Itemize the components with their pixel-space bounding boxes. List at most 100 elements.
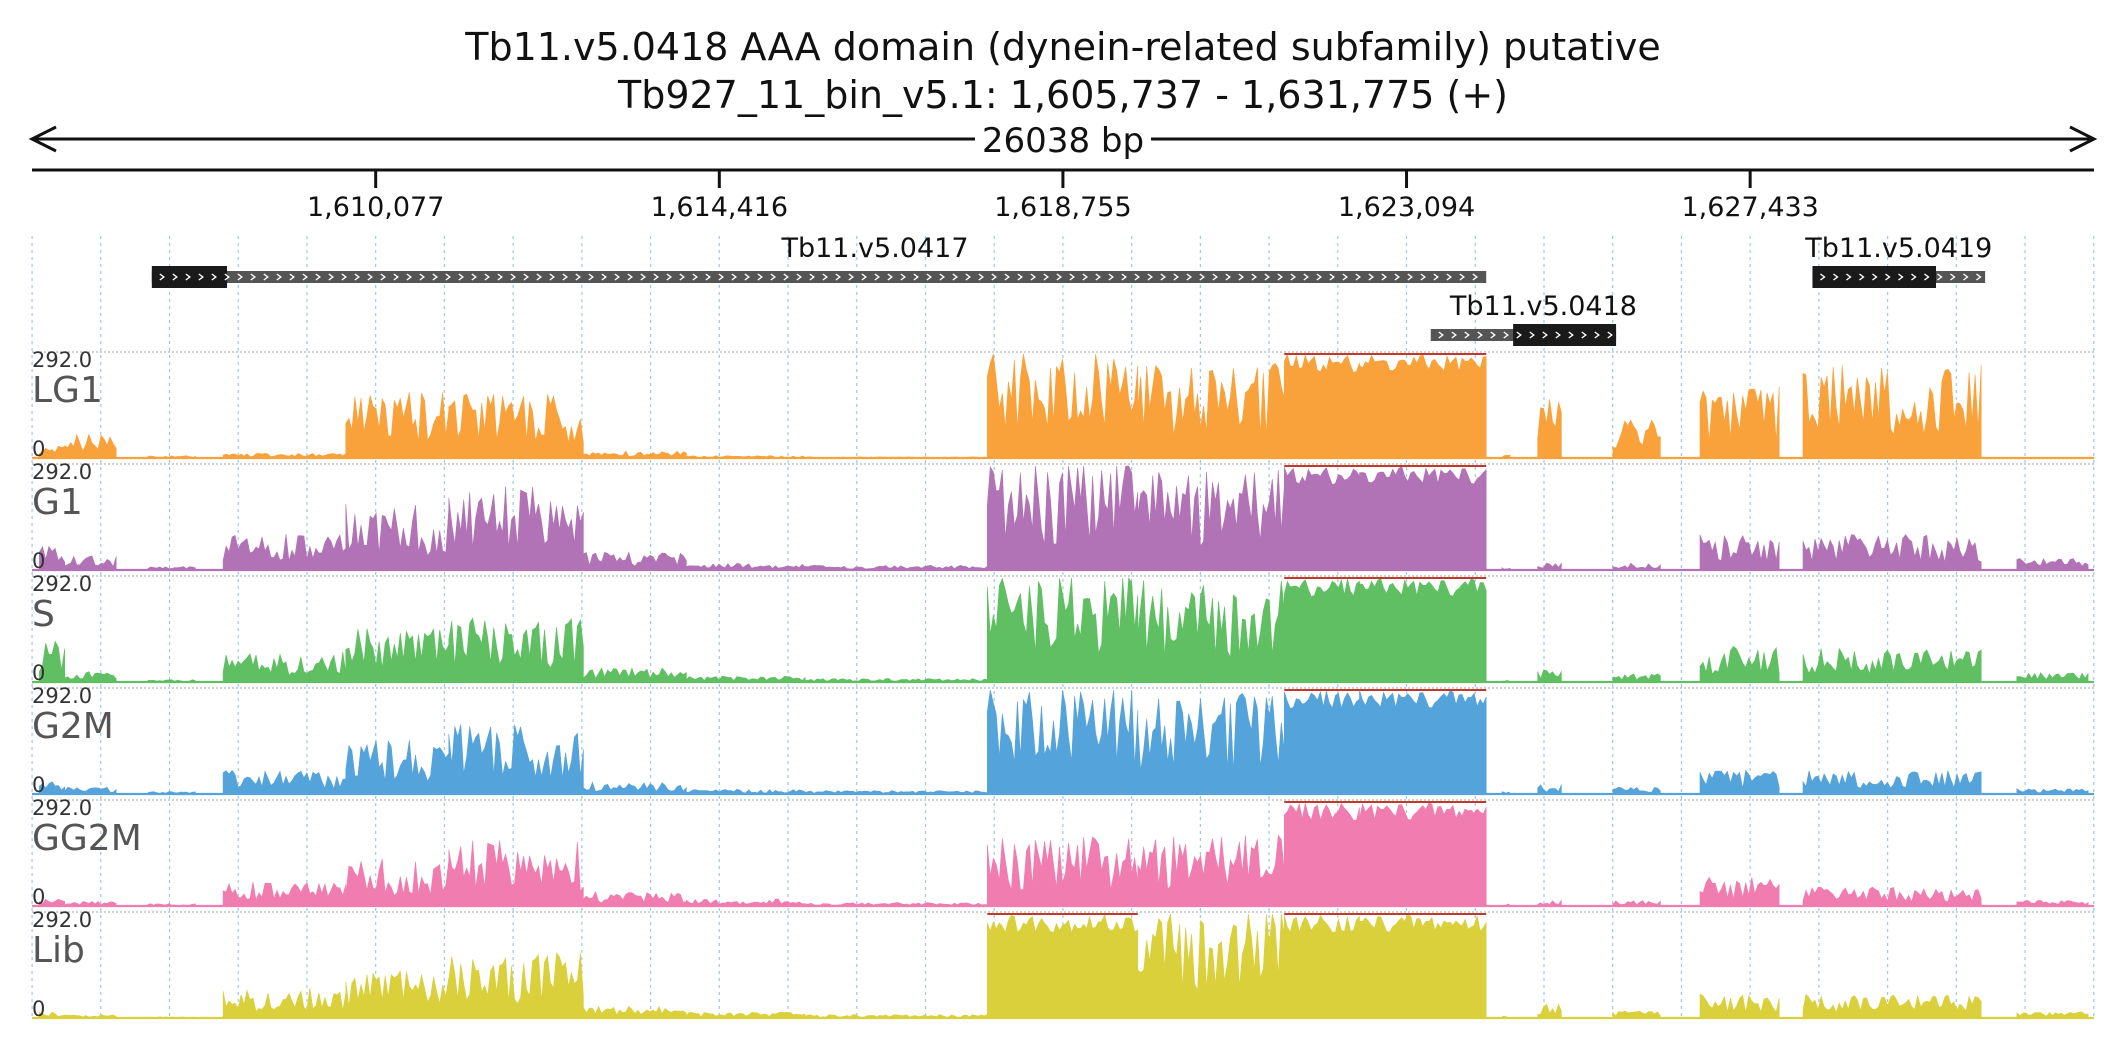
coverage-area — [2016, 672, 2089, 683]
strand-chevron-icon — [1820, 273, 1826, 281]
strand-chevron-icon — [939, 273, 945, 281]
strand-chevron-icon — [705, 273, 711, 281]
coverage-area — [1284, 914, 1360, 1019]
y-min-label: 0 — [32, 437, 45, 461]
strand-chevron-icon — [1251, 273, 1257, 281]
strand-chevron-icon — [1420, 273, 1426, 281]
y-max-label: 292.0 — [32, 572, 92, 596]
strand-chevron-icon — [1859, 273, 1865, 281]
coverage-area — [987, 836, 1139, 907]
coverage-area — [1501, 791, 1511, 795]
coverage-area — [804, 456, 988, 459]
coverage-area — [64, 433, 117, 459]
strand-chevron-icon — [419, 273, 425, 281]
coverage-area — [1537, 1003, 1562, 1019]
strand-chevron-icon — [601, 273, 607, 281]
x-tick-label-0: 1,610,077 — [307, 192, 444, 223]
coverage-area — [222, 534, 347, 571]
coverage-area — [1699, 386, 1780, 459]
strand-chevron-icon — [900, 273, 906, 281]
coverage-area — [1501, 1015, 1511, 1019]
strand-chevron-icon — [1199, 273, 1205, 281]
strand-chevron-icon — [1464, 331, 1470, 339]
strand-chevron-icon — [1316, 273, 1322, 281]
coverage-area — [222, 652, 347, 683]
coverage-area — [1802, 534, 1982, 571]
coverage-area — [1359, 577, 1487, 683]
gene-cds-bar — [1812, 266, 1937, 288]
coverage-area — [686, 675, 806, 683]
strand-chevron-icon — [1568, 331, 1574, 339]
strand-chevron-icon — [1472, 273, 1478, 281]
track-S: 292.0S 0 — [32, 572, 2094, 685]
strand-chevron-icon — [1095, 273, 1101, 281]
coverage-area — [2016, 899, 2089, 907]
track-name: Lib — [32, 930, 85, 971]
coverage-area — [64, 555, 117, 571]
strand-chevron-icon — [1529, 331, 1535, 339]
strand-chevron-icon — [354, 273, 360, 281]
strand-chevron-icon — [1160, 273, 1166, 281]
strand-chevron-icon — [1134, 273, 1140, 281]
strand-chevron-icon — [1264, 273, 1270, 281]
strand-chevron-icon — [952, 273, 958, 281]
strand-chevron-icon — [380, 273, 386, 281]
x-tick-label-2: 1,618,755 — [994, 192, 1131, 223]
strand-chevron-icon — [1594, 331, 1600, 339]
strand-chevron-icon — [627, 273, 633, 281]
strand-chevron-icon — [666, 273, 672, 281]
strand-chevron-icon — [1976, 273, 1982, 281]
coverage-area — [583, 551, 687, 571]
coverage-area — [1612, 1010, 1661, 1019]
strand-chevron-icon — [978, 273, 984, 281]
coverage-area — [1137, 913, 1285, 1019]
coverage-area — [39, 781, 65, 795]
strand-chevron-icon — [770, 273, 776, 281]
coverage-area — [1802, 647, 1982, 683]
coverage-area — [39, 640, 65, 683]
strand-chevron-icon — [1898, 273, 1904, 281]
strand-chevron-icon — [536, 273, 542, 281]
strand-chevron-icon — [588, 273, 594, 281]
strand-chevron-icon — [1108, 273, 1114, 281]
coverage-area — [583, 891, 687, 907]
strand-chevron-icon — [1290, 273, 1296, 281]
strand-chevron-icon — [1056, 273, 1062, 281]
strand-chevron-icon — [614, 273, 620, 281]
chart-subtitle: Tb927_11_bin_v5.1: 1,605,737 - 1,631,775… — [617, 73, 1508, 117]
coverage-area — [1501, 454, 1511, 459]
strand-chevron-icon — [406, 273, 412, 281]
coverage-area — [987, 353, 1139, 459]
strand-chevron-icon — [484, 273, 490, 281]
strand-chevron-icon — [848, 273, 854, 281]
gene-cds-bar — [1513, 324, 1617, 346]
gene-Tb11.v5.0418[interactable]: Tb11.v5.0418 — [1430, 291, 1637, 346]
coverage-area — [64, 901, 117, 907]
y-max-label: 292.0 — [32, 796, 92, 820]
strand-chevron-icon — [523, 273, 529, 281]
track-name: G2M — [32, 706, 114, 747]
coverage-area — [804, 564, 988, 571]
strand-chevron-icon — [445, 273, 451, 281]
strand-chevron-icon — [991, 273, 997, 281]
coverage-area — [686, 1011, 806, 1019]
coverage-area — [1699, 993, 1780, 1019]
coverage-area — [1699, 645, 1780, 683]
gene-Tb11.v5.0417[interactable]: Tb11.v5.0417 — [151, 233, 1487, 288]
coverage-area — [1537, 784, 1562, 795]
strand-chevron-icon — [1277, 273, 1283, 281]
coverage-area — [1537, 669, 1562, 683]
coverage-area — [1612, 673, 1661, 683]
strand-chevron-icon — [1225, 273, 1231, 281]
track-name: LG1 — [32, 370, 103, 411]
strand-chevron-icon — [718, 273, 724, 281]
coverage-area — [2016, 558, 2089, 571]
strand-chevron-icon — [1833, 273, 1839, 281]
strand-chevron-icon — [1581, 331, 1587, 339]
gene-Tb11.v5.0419[interactable]: Tb11.v5.0419 — [1804, 233, 1992, 288]
coverage-area — [147, 566, 196, 571]
x-tick-label-1: 1,614,416 — [651, 192, 788, 223]
strand-chevron-icon — [744, 273, 750, 281]
strand-chevron-icon — [315, 273, 321, 281]
strand-chevron-icon — [1607, 331, 1613, 339]
